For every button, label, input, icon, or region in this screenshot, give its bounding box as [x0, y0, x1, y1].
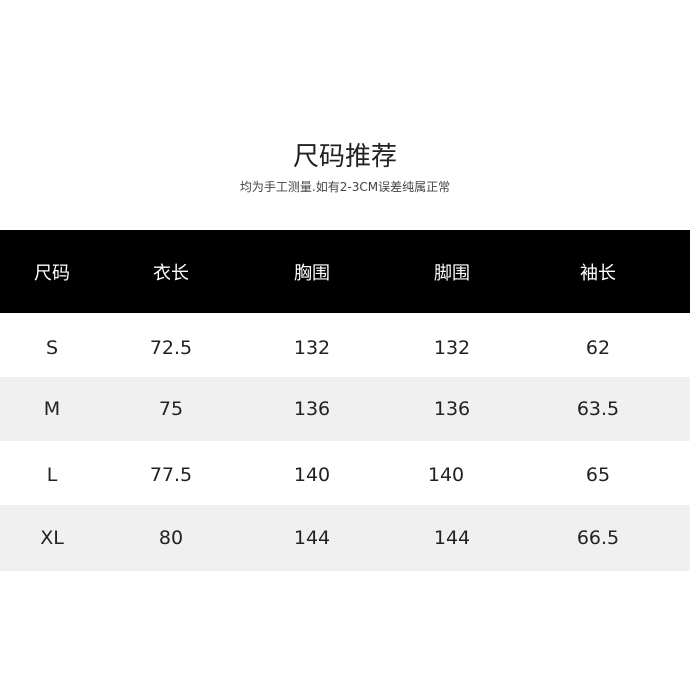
cell-sleeve: 66.5 [576, 527, 620, 549]
header-size: 尺码 [34, 262, 70, 284]
table-row: M 75 136 136 63.5 [0, 377, 690, 441]
cell-length: 80 [158, 527, 184, 549]
cell-length: 72.5 [149, 337, 193, 359]
cell-hem: 136 [433, 398, 471, 420]
table-row: XL 80 144 144 66.5 [0, 505, 690, 571]
table-header: 尺码 衣长 胸围 脚围 袖长 [0, 230, 690, 313]
cell-size: S [45, 337, 59, 359]
cell-size: XL [40, 527, 64, 549]
cell-sleeve: 62 [585, 337, 611, 359]
table-row: L 77.5 140 140 65 [0, 443, 690, 507]
cell-chest: 140 [293, 464, 331, 486]
cell-sleeve: 65 [585, 464, 611, 486]
cell-chest: 136 [293, 398, 331, 420]
cell-length: 75 [158, 398, 184, 420]
cell-size: M [43, 398, 61, 420]
page-title: 尺码推荐 [292, 142, 397, 172]
cell-hem: 132 [433, 337, 471, 359]
header-sleeve: 袖长 [580, 262, 616, 284]
header-hem: 脚围 [434, 262, 470, 284]
cell-chest: 132 [293, 337, 331, 359]
cell-sleeve: 63.5 [576, 398, 620, 420]
page-subtitle: 均为手工测量.如有2-3CM误差纯属正常 [239, 180, 451, 194]
cell-hem: 144 [433, 527, 471, 549]
header-length: 衣长 [153, 262, 189, 284]
header-chest: 胸围 [294, 262, 330, 284]
cell-length: 77.5 [149, 464, 193, 486]
cell-size: L [46, 464, 58, 486]
cell-hem: 140 [427, 464, 465, 486]
cell-chest: 144 [293, 527, 331, 549]
table-row: S 72.5 132 132 62 [0, 316, 690, 380]
